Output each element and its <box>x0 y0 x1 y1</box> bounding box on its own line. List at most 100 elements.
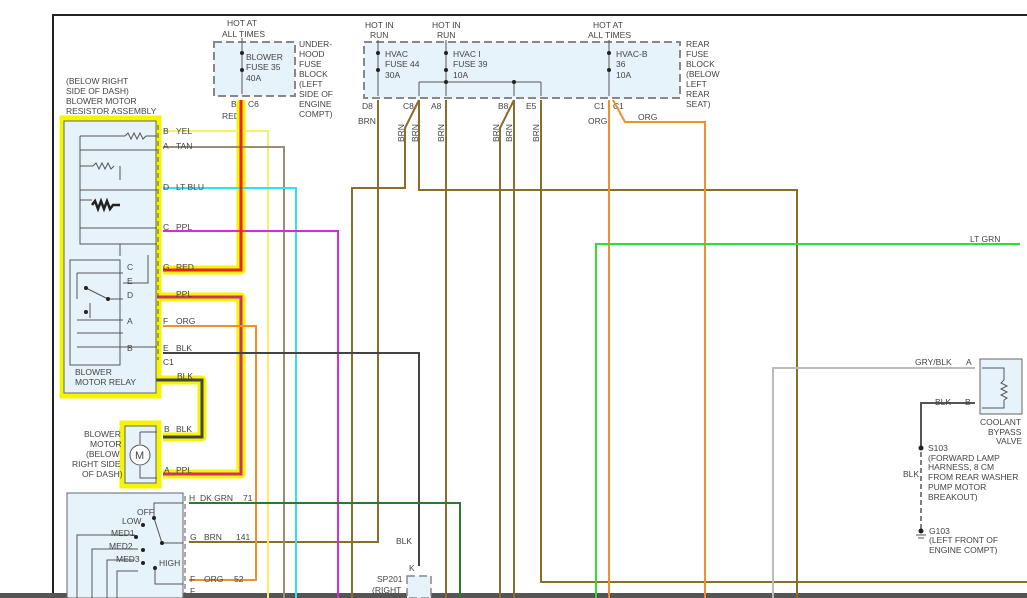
diagram-label: BLK <box>396 536 412 546</box>
diagram-label: MED1 <box>111 528 135 538</box>
diagram-label: (BELOW RIGHT <box>66 76 128 86</box>
lt-grn-wire <box>595 243 1020 598</box>
diagram-label: HIGH <box>159 558 180 568</box>
diagram-label: A <box>163 141 169 151</box>
diagram-label: C <box>163 222 169 232</box>
diagram-label: BRN <box>396 124 406 142</box>
diagram-label: FUSE <box>299 59 322 69</box>
diagram-label: SP201 <box>377 574 403 584</box>
diagram-label: F <box>163 316 168 326</box>
diagram-label: SIDE OF DASH) <box>66 86 129 96</box>
diagram-label: (BELOW <box>86 449 120 459</box>
diagram-label: BRN <box>410 124 420 142</box>
diagram-label: HOOD <box>299 49 325 59</box>
diagram-label: GRY/BLK <box>915 357 952 367</box>
diagram-label: HOT AT <box>593 20 623 30</box>
diagram-label: 30A <box>385 70 400 80</box>
diagram-label: MOTOR <box>90 439 121 449</box>
diagram-label: LOW <box>122 516 141 526</box>
diagram-label: RED <box>176 262 194 272</box>
diagram-label: HOT IN <box>365 20 394 30</box>
blower-motor-resistor-assembly: (BELOW RIGHT SIDE OF DASH) BLOWER MOTOR … <box>63 76 204 394</box>
diagram-label: FUSE <box>686 49 709 59</box>
diagram-label: BLK <box>176 424 192 434</box>
diagram-label: G <box>163 262 170 272</box>
diagram-label: BRN <box>491 124 501 142</box>
blower-motor: M BLOWER MOTOR (BELOW RIGHT SIDE OF DASH… <box>72 424 192 484</box>
diagram-label: A <box>164 465 170 475</box>
diagram-label: MOTOR RELAY <box>75 377 136 387</box>
diagram-label: BLOWER <box>75 367 112 377</box>
diagram-label: BRN <box>504 124 514 142</box>
diagram-label: FROM REAR WASHER <box>928 472 1018 482</box>
diagram-label: (LEFT <box>299 79 323 89</box>
diagram-label: TAN <box>176 141 192 151</box>
diagram-label: M <box>135 450 144 462</box>
diagram-label: VALVE <box>996 436 1022 446</box>
diagram-label: BYPASS <box>988 427 1022 437</box>
diagram-label: BLOCK <box>299 69 328 79</box>
diagram-label: G103 <box>929 526 950 536</box>
diagram-label: ALL TIMES <box>588 30 631 40</box>
diagram-label: HOT AT <box>227 18 257 28</box>
diagram-label: BLK <box>176 343 192 353</box>
diagram-label: LT BLU <box>176 182 204 192</box>
diagram-label: D8 <box>362 101 373 111</box>
diagram-label: SEAT) <box>686 99 711 109</box>
diagram-label: HOT IN <box>432 20 461 30</box>
diagram-label: PUMP MOTOR <box>928 482 986 492</box>
diagram-label: YEL <box>176 126 192 136</box>
diagram-label: HARNESS, 8 CM <box>928 462 994 472</box>
diagram-label: ORG <box>204 574 223 584</box>
diagram-label: ENGINE <box>299 99 332 109</box>
diagram-label: C1 <box>613 101 624 111</box>
diagram-label: 10A <box>453 70 468 80</box>
diagram-frame <box>52 14 1027 598</box>
diagram-label: COMPT) <box>299 109 333 119</box>
diagram-label: BLOWER <box>246 52 283 62</box>
diagram-label: (RIGHT <box>372 585 401 595</box>
diagram-label: 10A <box>616 70 631 80</box>
diagram-label: PPL <box>176 222 192 232</box>
diagram-label: S103 <box>928 443 948 453</box>
splice-sp201: BLK K SP201 (RIGHT <box>372 536 432 598</box>
diagram-label: HVAC I <box>453 49 481 59</box>
highlight-resistor-assembly <box>59 115 162 399</box>
diagram-label: ALL TIMES <box>222 29 265 39</box>
diagram-label: B <box>164 424 170 434</box>
diagram-label: (LEFT FRONT OF <box>929 535 998 545</box>
diagram-label: (FORWARD LAMP <box>928 453 1000 463</box>
diagram-label: UNDER- <box>299 39 332 49</box>
diagram-label: FUSE 39 <box>453 59 488 69</box>
diagram-label: B <box>127 343 133 353</box>
diagram-label: 71 <box>243 493 253 503</box>
diagram-label: COOLANT <box>980 417 1021 427</box>
diagram-label: SIDE OF <box>299 89 333 99</box>
diagram-label: RUN <box>437 30 455 40</box>
diagram-label: F <box>190 586 195 596</box>
diagram-label: HVAC <box>385 49 408 59</box>
resistor-wires <box>143 100 461 598</box>
diagram-label: D <box>127 290 133 300</box>
diagram-label: C8 <box>403 101 414 111</box>
diagram-label: A <box>966 357 972 367</box>
diagram-label: D <box>163 182 169 192</box>
diagram-label: E <box>163 343 169 353</box>
diagram-label: OF DASH) <box>82 469 123 479</box>
diagram-label: 52 <box>234 574 244 584</box>
diagram-label: PPL <box>176 465 192 475</box>
diagram-label: REAR <box>686 39 710 49</box>
diagram-label: G <box>190 532 197 542</box>
diagram-label: A8 <box>431 101 442 111</box>
diagram-label: BLOWER MOTOR <box>66 96 137 106</box>
diagram-label: ORG <box>588 116 607 126</box>
diagram-label: BLK <box>177 371 193 381</box>
diagram-label: E5 <box>526 101 537 111</box>
diagram-label: B8 <box>498 101 509 111</box>
diagram-label: A <box>127 316 133 326</box>
diagram-label: PPL <box>176 289 192 299</box>
diagram-label: OFF <box>137 507 154 517</box>
